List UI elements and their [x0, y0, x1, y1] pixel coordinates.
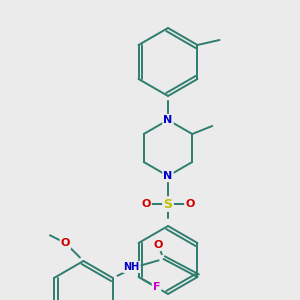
Text: N: N	[164, 115, 172, 125]
Text: O: O	[141, 199, 151, 209]
Text: O: O	[185, 199, 195, 209]
Text: O: O	[154, 240, 163, 250]
Text: S: S	[164, 197, 172, 211]
Text: O: O	[61, 238, 70, 248]
Text: N: N	[164, 171, 172, 181]
Text: NH: NH	[123, 262, 140, 272]
Text: F: F	[153, 282, 160, 292]
